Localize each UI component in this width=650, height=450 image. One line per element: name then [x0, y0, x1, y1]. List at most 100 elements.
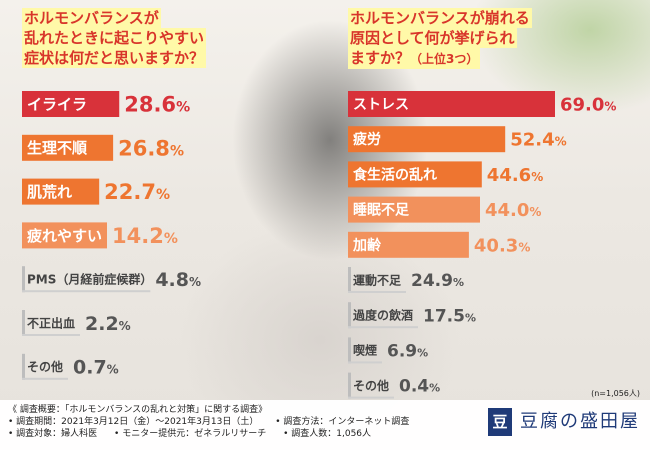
- value-label-1-5: 24.9%: [411, 271, 464, 291]
- bar-0-2: [22, 178, 100, 205]
- value-number-1-2: 44.6: [487, 165, 531, 186]
- value-unit-0-6: %: [107, 363, 119, 377]
- bar-baseline-1-6: [348, 326, 418, 329]
- value-label-0-1: 26.8%: [118, 136, 184, 160]
- value-label-1-1: 52.4%: [510, 130, 566, 151]
- value-label-1-8: 0.4%: [399, 377, 440, 397]
- bar-1-0: [348, 91, 555, 117]
- value-number-1-6: 17.5: [423, 306, 465, 326]
- bar-0-6: [22, 353, 25, 380]
- value-number-0-1: 26.8: [118, 136, 170, 160]
- category-label-1-1: 疲労: [353, 131, 381, 148]
- value-number-1-8: 0.4: [399, 377, 429, 397]
- bar-1-3: [348, 196, 480, 223]
- bar-baseline-1-7: [348, 361, 382, 364]
- value-unit-0-5: %: [119, 319, 131, 333]
- bar-1-2: [348, 161, 482, 188]
- bar-baseline-1-8: [348, 396, 394, 399]
- right-question-note: （上位3つ）: [410, 52, 479, 66]
- value-number-1-3: 44.0: [485, 200, 529, 221]
- value-unit-0-4: %: [189, 275, 201, 289]
- right-question-line-2: 原因として何が挙げられ: [348, 28, 517, 48]
- bar-baseline-0-6: [22, 377, 68, 380]
- category-label-1-7: 喫煙: [353, 343, 377, 358]
- value-label-0-0: 28.6%: [124, 93, 190, 117]
- left-question-line-3: 症状は何だと思いますか？: [22, 48, 207, 68]
- category-label-0-6: その他: [27, 359, 63, 374]
- value-number-0-3: 14.2: [112, 224, 164, 248]
- bar-1-5: [348, 267, 351, 293]
- value-label-0-2: 22.7%: [104, 180, 170, 204]
- value-number-1-5: 24.9: [411, 271, 453, 291]
- value-number-0-0: 28.6: [124, 93, 176, 117]
- value-unit-1-0: %: [604, 99, 616, 113]
- bar-1-4: [348, 231, 469, 258]
- value-label-1-3: 44.0%: [485, 200, 541, 221]
- value-label-1-2: 44.6%: [487, 165, 543, 186]
- value-number-1-7: 6.9: [387, 342, 417, 362]
- bar-1-7: [348, 337, 351, 364]
- value-label-1-0: 69.0%: [560, 94, 616, 115]
- value-label-0-6: 0.7%: [73, 357, 119, 379]
- bar-0-3: [22, 222, 107, 249]
- footer-method: • 調査方法：インターネット調査: [275, 417, 410, 427]
- sample-size: (n=1,056人): [591, 389, 640, 398]
- bar-0-5: [22, 310, 25, 336]
- value-unit-0-0: %: [176, 100, 190, 116]
- footer-title: 《 調査概要：「ホルモンバランスの乱れと対策」に関する調査》: [8, 405, 268, 415]
- value-number-0-6: 0.7: [73, 357, 107, 379]
- footer-period: • 調査期間：2021年3月12日（金）～2021年3月13日（土）: [8, 417, 259, 427]
- category-label-0-1: 生理不順: [27, 139, 88, 157]
- footer-provider: • モニター提供元：ゼネラルリサーチ: [114, 429, 267, 439]
- value-number-1-1: 52.4: [510, 130, 554, 151]
- right-question: ホルモンバランスが崩れる 原因として何が挙げられ ますか？（上位3つ）: [348, 8, 532, 69]
- value-number-0-5: 2.2: [85, 313, 119, 335]
- left-question-line-1: ホルモンバランスが: [22, 8, 161, 28]
- survey-footer: 《 調査概要：「ホルモンバランスの乱れと対策」に関する調査》 • 調査期間：20…: [0, 400, 650, 450]
- category-label-1-6: 過度の飲酒: [352, 308, 413, 323]
- value-unit-0-3: %: [164, 231, 178, 247]
- footer-row-3: • 調査対象：婦人科医 • モニター提供元：ゼネラルリサーチ • 調査人数：1,…: [8, 428, 650, 440]
- logo-text: 豆腐の盛田屋: [520, 411, 640, 432]
- value-label-1-7: 6.9%: [387, 342, 428, 362]
- value-number-0-2: 22.7: [104, 180, 156, 204]
- value-unit-1-5: %: [453, 276, 464, 289]
- category-label-1-8: その他: [353, 378, 389, 393]
- value-label-0-5: 2.2%: [85, 313, 131, 335]
- value-unit-1-1: %: [555, 135, 567, 149]
- value-unit-0-2: %: [156, 187, 170, 203]
- category-label-0-4: PMS（月経前症候群）: [27, 272, 152, 287]
- value-label-0-3: 14.2%: [112, 224, 178, 248]
- value-unit-1-6: %: [465, 311, 476, 324]
- value-number-1-4: 40.3: [474, 235, 518, 256]
- category-label-0-2: 肌荒れ: [27, 183, 72, 201]
- category-label-1-5: 運動不足: [353, 272, 401, 287]
- value-unit-1-7: %: [417, 347, 428, 360]
- category-label-1-3: 睡眠不足: [353, 203, 410, 219]
- bar-1-1: [348, 126, 506, 153]
- value-unit-1-2: %: [531, 170, 543, 184]
- bar-0-0: [22, 91, 120, 117]
- footer-row-2: • 調査期間：2021年3月12日（金）～2021年3月13日（土） • 調査方…: [8, 416, 650, 428]
- category-label-0-3: 疲れやすい: [27, 227, 102, 245]
- value-unit-1-4: %: [518, 240, 530, 254]
- right-question-line-1: ホルモンバランスが崩れる: [348, 8, 532, 28]
- footer-target: • 調査対象：婦人科医: [8, 429, 98, 439]
- value-unit-0-1: %: [170, 143, 184, 159]
- value-label-1-6: 17.5%: [423, 306, 476, 326]
- category-label-1-4: 加齢: [352, 237, 382, 254]
- bar-baseline-1-5: [348, 291, 406, 293]
- left-question-line-2: 乱れたときに起こりやすい: [22, 28, 207, 48]
- value-unit-1-3: %: [529, 205, 541, 219]
- bar-1-8: [348, 372, 351, 399]
- category-label-0-0: イライラ: [27, 95, 87, 113]
- value-number-0-4: 4.8: [155, 269, 189, 291]
- right-question-line-3: ますか？（上位3つ）: [348, 48, 481, 69]
- value-label-1-4: 40.3%: [474, 235, 530, 256]
- value-label-0-4: 4.8%: [155, 269, 201, 291]
- logo-mark: 豆: [488, 408, 512, 436]
- bar-baseline-0-4: [22, 290, 151, 293]
- right-question-line-3-text: ますか？: [350, 49, 411, 67]
- left-question: ホルモンバランスが 乱れたときに起こりやすい 症状は何だと思いますか？: [22, 8, 207, 68]
